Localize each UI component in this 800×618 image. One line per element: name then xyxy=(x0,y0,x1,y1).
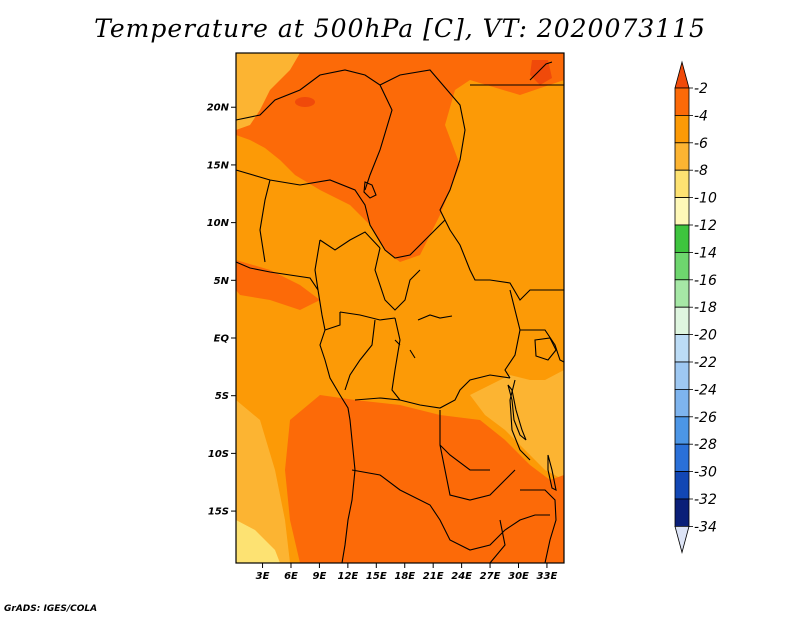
border-20 xyxy=(520,329,565,363)
lake-malawi xyxy=(547,454,557,491)
lat-tick-label: 15S xyxy=(208,507,229,518)
colorbar-swatch xyxy=(674,361,690,390)
lake-victoria xyxy=(534,337,557,361)
temperature-field xyxy=(236,53,564,563)
map-borders xyxy=(235,61,565,564)
coastline-west xyxy=(235,261,356,564)
lat-tick-label: 5N xyxy=(214,276,230,287)
field-southwest-yellow xyxy=(236,520,280,563)
colorbar-swatch xyxy=(674,388,690,418)
border-9 xyxy=(339,311,396,321)
border-21 xyxy=(509,379,531,461)
colorbar-swatch xyxy=(674,471,690,500)
colorbar-bottom-arrow xyxy=(674,526,690,554)
colorbar-label: -30 xyxy=(694,465,717,481)
colorbar-label: -4 xyxy=(694,108,708,124)
colorbar-swatch xyxy=(674,306,690,336)
colorbar-swatch xyxy=(674,416,690,445)
lat-tick-label: EQ xyxy=(214,334,230,345)
colorbar-top-arrow xyxy=(674,60,690,89)
chart-title: Temperature at 500hPa [C], VT: 202007311… xyxy=(94,14,706,43)
lon-tick-label: 18E xyxy=(394,571,415,582)
border-5 xyxy=(259,179,271,263)
latitude-axis: 20N 15N 10N 5N EQ 5S 10S 15S xyxy=(207,103,236,518)
lake-tanganyika xyxy=(507,384,527,441)
grads-credit: GrADS: IGES/COLA xyxy=(4,604,98,614)
lon-tick-label: 3E xyxy=(256,571,270,582)
field-westcentral-dark xyxy=(236,260,320,310)
colorbar-label: -8 xyxy=(694,163,708,179)
field-northeast-red xyxy=(530,60,552,85)
colorbar-label: -24 xyxy=(694,382,717,398)
lon-tick-label: 24E xyxy=(451,571,472,582)
longitude-axis: 3E 6E 9E 12E 15E 18E 21E 24E 27E 30E 33E xyxy=(256,563,558,582)
colorbar-swatch xyxy=(674,443,690,473)
lon-tick-label: 27E xyxy=(480,571,501,582)
lat-tick-label: 5S xyxy=(215,391,229,402)
river-congo xyxy=(394,314,453,359)
field-northwest-light xyxy=(236,53,300,130)
border-13 xyxy=(354,374,511,409)
colorbar-label: -6 xyxy=(694,136,708,152)
border-1 xyxy=(235,69,393,191)
colorbar-label: -22 xyxy=(694,355,717,371)
field-south-dark xyxy=(285,395,564,563)
lon-tick-label: 12E xyxy=(337,571,358,582)
lon-tick-label: 30E xyxy=(508,571,529,582)
lon-tick-label: 6E xyxy=(284,571,298,582)
colorbar-swatch xyxy=(674,279,690,308)
colorbar-swatch xyxy=(674,142,690,171)
colorbar-label: -2 xyxy=(694,81,708,97)
colorbar-swatch xyxy=(674,169,690,198)
border-7 xyxy=(314,239,321,291)
lon-tick-label: 9E xyxy=(313,571,327,582)
lon-tick-label: 33E xyxy=(537,571,558,582)
colorbar-label: -26 xyxy=(694,410,717,426)
border-4 xyxy=(235,169,446,259)
border-14 xyxy=(439,410,516,501)
border-19 xyxy=(504,289,521,379)
colorbar-label: -10 xyxy=(694,191,717,207)
lon-tick-label: 15E xyxy=(366,571,387,582)
colorbar-swatch xyxy=(674,498,690,527)
colorbar-label: -20 xyxy=(694,328,717,344)
border-10 xyxy=(324,312,341,331)
colorbar-swatch xyxy=(674,334,690,363)
colorbar-label: -14 xyxy=(694,245,717,261)
field-southwest-light xyxy=(236,400,290,563)
lon-tick-label: 21E xyxy=(423,571,444,582)
border-8 xyxy=(374,247,421,311)
border-16 xyxy=(439,444,490,471)
colorbar-label: -32 xyxy=(694,492,717,508)
border-11 xyxy=(344,319,376,391)
lake-chad xyxy=(363,181,377,199)
border-12 xyxy=(391,317,401,401)
colorbar-swatch xyxy=(674,251,690,281)
colorbar-label: -16 xyxy=(694,273,717,289)
border-17 xyxy=(489,519,506,564)
colorbar-label: -12 xyxy=(694,218,717,234)
field-north-dark xyxy=(236,53,564,262)
map-frame xyxy=(235,52,565,564)
border-6 xyxy=(319,231,381,251)
colorbar: -2 -4 -6 -8 -10 -12 -14 -16 -18 -20 -22 -24 -26 -28 -3… xyxy=(674,60,717,554)
northeast-coast xyxy=(529,61,553,81)
lat-tick-label: 15N xyxy=(207,160,230,171)
lat-tick-label: 10S xyxy=(208,449,229,460)
field-north-red xyxy=(295,97,315,107)
colorbar-swatch xyxy=(674,115,690,144)
colorbar-swatch xyxy=(674,87,690,116)
colorbar-swatch xyxy=(674,224,690,253)
border-18 xyxy=(520,489,557,564)
colorbar-label: -28 xyxy=(694,437,717,453)
border-15 xyxy=(351,469,550,551)
border-2 xyxy=(379,69,564,301)
lat-tick-label: 20N xyxy=(207,103,230,114)
field-east-light xyxy=(470,370,564,480)
colorbar-label: -18 xyxy=(694,300,717,316)
lat-tick-label: 10N xyxy=(207,218,230,229)
colorbar-swatch xyxy=(674,197,690,226)
colorbar-label: -34 xyxy=(694,519,717,535)
